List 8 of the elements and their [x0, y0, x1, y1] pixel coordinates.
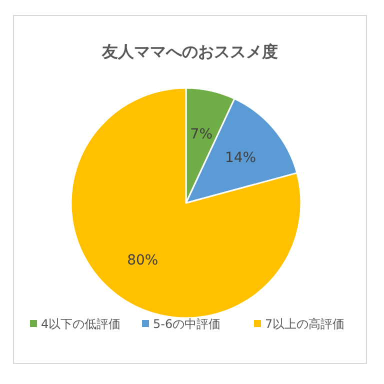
data-label: 7% — [190, 126, 213, 142]
legend-label: 4以下の低評価 — [41, 317, 121, 331]
data-label: 80% — [127, 252, 158, 269]
pie-slice — [70, 87, 302, 319]
legend-label: 7以上の高評価 — [265, 317, 345, 331]
chart-title: 友人ママへのおススメ度 — [101, 42, 278, 61]
data-label: 14% — [224, 150, 256, 166]
legend-label: 5-6の中評価 — [153, 317, 221, 331]
